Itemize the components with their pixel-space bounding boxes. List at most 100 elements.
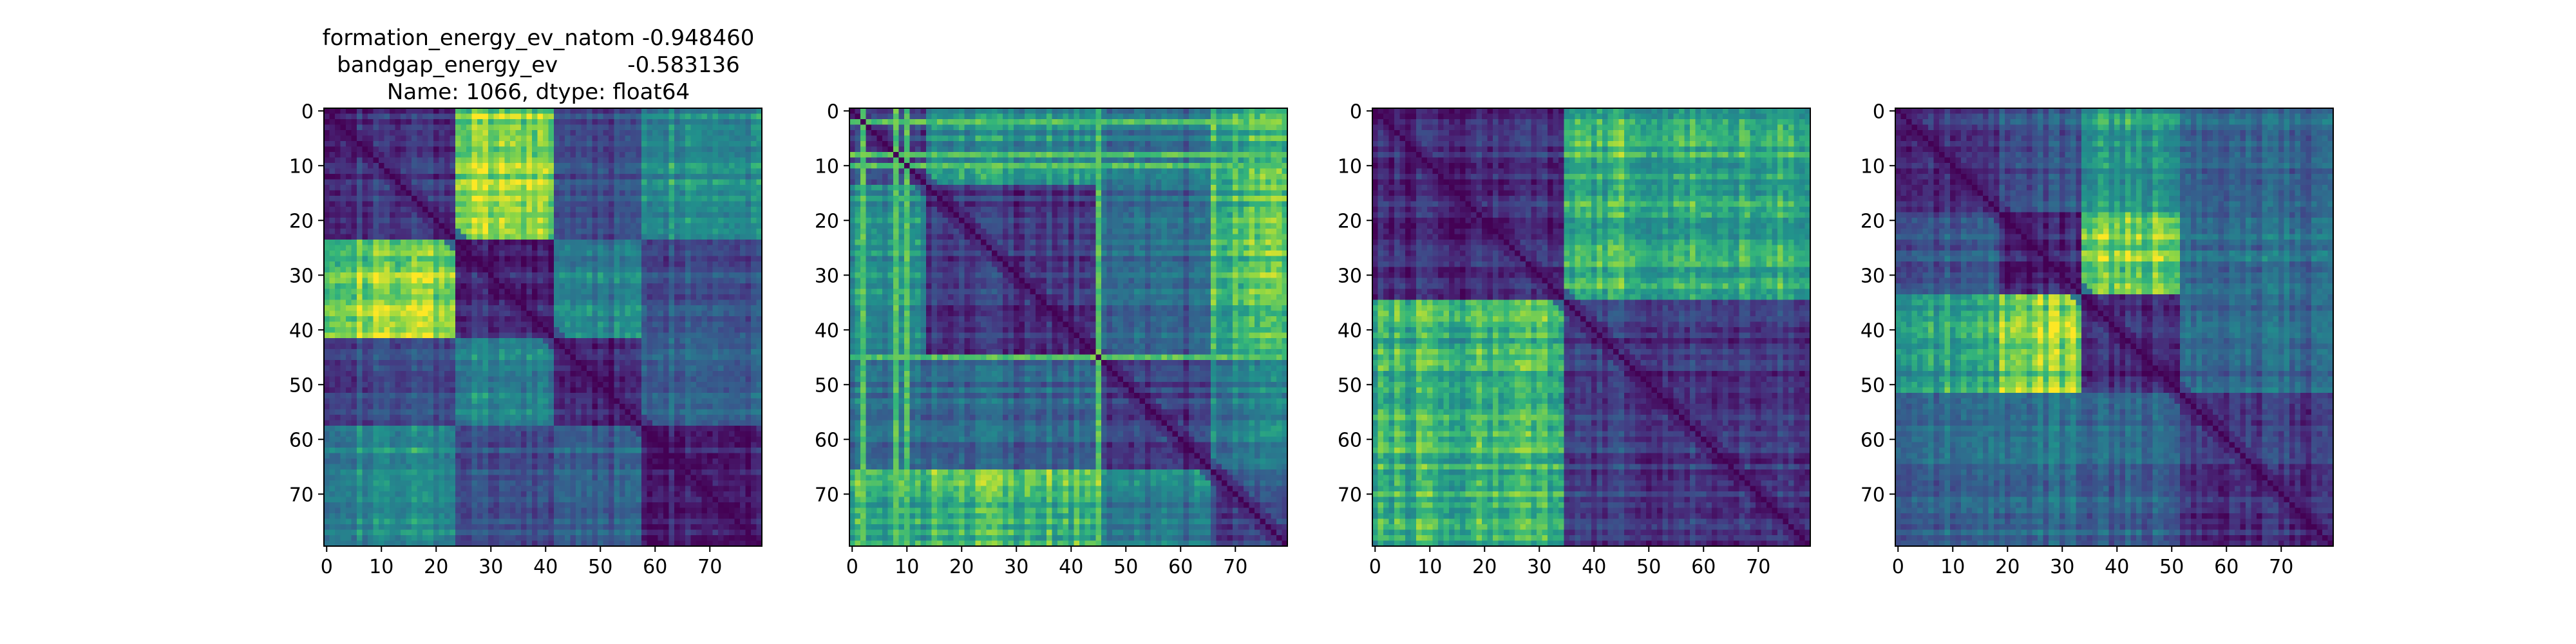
heatmap-cell — [707, 404, 714, 410]
heatmap-cell — [455, 240, 462, 246]
heatmap-cell — [433, 261, 440, 268]
heatmap-cell — [466, 212, 473, 218]
heatmap-cell — [401, 278, 407, 284]
heatmap-cell — [406, 365, 412, 372]
heatmap-cell — [329, 163, 336, 169]
heatmap-cell — [406, 179, 412, 185]
heatmap-cell — [696, 272, 703, 279]
heatmap-cell — [658, 404, 664, 410]
heatmap-cell — [515, 251, 522, 257]
heatmap-cell — [406, 283, 412, 290]
heatmap-cell — [690, 201, 697, 207]
heatmap-cell — [417, 415, 423, 421]
heatmap-cell — [482, 135, 489, 142]
heatmap-cell — [609, 267, 615, 273]
heatmap-cell — [417, 398, 423, 404]
heatmap-cell — [647, 157, 653, 164]
heatmap-cell — [625, 174, 631, 180]
heatmap-cell — [450, 223, 456, 229]
heatmap-cell — [647, 278, 653, 284]
heatmap-cell — [450, 152, 456, 158]
heatmap-cell — [685, 338, 692, 345]
heatmap-cell — [521, 234, 527, 240]
heatmap-cell — [439, 201, 445, 207]
heatmap-cell — [581, 387, 587, 393]
heatmap-cell — [603, 272, 609, 279]
heatmap-cell — [690, 437, 697, 443]
heatmap-cell — [630, 157, 637, 164]
heatmap-cell — [576, 179, 582, 185]
heatmap-cell — [690, 289, 697, 295]
heatmap-cell — [658, 332, 664, 339]
heatmap-cell — [335, 289, 341, 295]
heatmap-cell — [620, 365, 626, 372]
heatmap-cell — [335, 196, 341, 202]
heatmap-cell — [537, 349, 544, 355]
heatmap-cell — [499, 278, 506, 284]
heatmap-cell — [428, 371, 434, 377]
heatmap-cell — [696, 108, 703, 115]
heatmap-cell — [712, 201, 719, 207]
heatmap-cell — [526, 387, 533, 393]
heatmap-cell — [685, 316, 692, 323]
heatmap-cell — [587, 338, 593, 345]
heatmap-cell — [740, 207, 746, 213]
heatmap-cell — [455, 135, 462, 142]
heatmap-cell — [630, 234, 637, 240]
heatmap-cell — [641, 212, 648, 218]
heatmap-cell — [554, 431, 560, 437]
heatmap-cell — [603, 349, 609, 355]
heatmap-cell — [455, 431, 462, 437]
heatmap-cell — [537, 201, 544, 207]
heatmap-cell — [395, 294, 401, 301]
heatmap-cell — [581, 294, 587, 301]
heatmap-cell — [368, 157, 374, 164]
heatmap-cell — [444, 130, 451, 137]
heatmap-cell — [559, 163, 565, 169]
heatmap-cell — [685, 404, 692, 410]
heatmap-cell — [488, 398, 495, 404]
heatmap-cell — [554, 267, 560, 273]
heatmap-cell — [609, 141, 615, 147]
heatmap-cell — [455, 152, 462, 158]
heatmap-cell — [647, 130, 653, 137]
heatmap-cell — [565, 190, 571, 196]
heatmap-cell — [444, 240, 451, 246]
heatmap-cell — [390, 426, 396, 432]
heatmap-cell — [751, 360, 757, 366]
heatmap-cell — [712, 437, 719, 443]
heatmap-cell — [647, 113, 653, 120]
heatmap-cell — [685, 157, 692, 164]
heatmap-cell — [570, 157, 576, 164]
heatmap-cell — [734, 354, 741, 361]
heatmap-cell — [554, 185, 560, 191]
heatmap-cell — [412, 168, 418, 175]
heatmap-cell — [412, 261, 418, 268]
heatmap-cell — [417, 404, 423, 410]
heatmap-cell — [455, 365, 462, 372]
heatmap-cell — [515, 261, 522, 268]
heatmap-cell — [581, 382, 587, 388]
heatmap-cell — [532, 426, 538, 432]
heatmap-cell — [581, 201, 587, 207]
heatmap-cell — [630, 338, 637, 345]
heatmap-cell — [471, 415, 478, 421]
heatmap-cell — [406, 240, 412, 246]
heatmap-cell — [647, 426, 653, 432]
heatmap-cell — [548, 283, 554, 290]
heatmap-cell — [701, 371, 708, 377]
heatmap-cell — [433, 119, 440, 126]
heatmap-cell — [641, 404, 648, 410]
heatmap-cell — [433, 201, 440, 207]
heatmap-cell — [614, 119, 620, 126]
heatmap-cell — [537, 130, 544, 137]
heatmap-cell — [565, 218, 571, 224]
heatmap-cell — [346, 157, 352, 164]
heatmap-cell — [401, 256, 407, 262]
heatmap-cell — [477, 119, 484, 126]
heatmap-cell — [455, 272, 462, 279]
heatmap-cell — [620, 426, 626, 432]
heatmap-cell — [751, 174, 757, 180]
heatmap-cell — [620, 437, 626, 443]
